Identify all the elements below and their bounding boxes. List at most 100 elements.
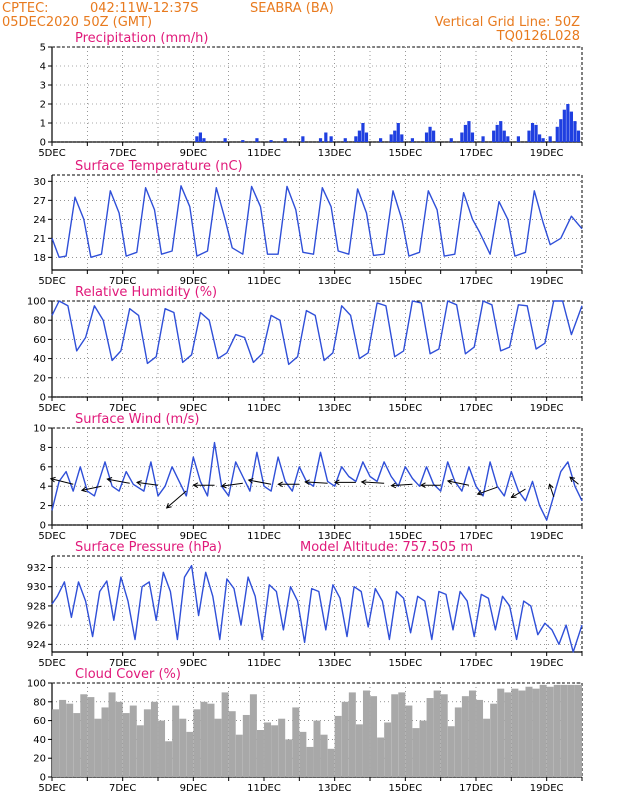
cloud-bar bbox=[52, 709, 60, 777]
cloud-ytick-label: 20 bbox=[33, 754, 46, 765]
precip-ytick-label: 1 bbox=[40, 119, 46, 130]
cloud-bar bbox=[447, 726, 455, 777]
cloud-bar bbox=[136, 725, 144, 777]
cloud-bar bbox=[560, 684, 568, 777]
precip-bar bbox=[502, 130, 506, 142]
cloud-bar bbox=[249, 694, 257, 777]
wind-ytick-label: 0 bbox=[40, 521, 46, 532]
wind-vector-head bbox=[548, 483, 554, 490]
precip-bar bbox=[555, 126, 559, 142]
wind-vector-head bbox=[135, 480, 142, 486]
wind-xtick-label: 15DEC bbox=[388, 531, 422, 542]
wind-vector bbox=[248, 479, 272, 485]
wind-xtick-label: 17DEC bbox=[459, 531, 493, 542]
cloud-bar bbox=[264, 722, 272, 777]
cloud-bar bbox=[355, 724, 363, 777]
wind-ytick-label: 8 bbox=[40, 443, 46, 454]
precip-bar bbox=[569, 111, 573, 142]
precip-bar bbox=[506, 136, 510, 142]
pres-xtick-label: 11DEC bbox=[247, 658, 281, 669]
precip-title: Precipitation (mm/h) bbox=[75, 31, 208, 46]
precip-bar bbox=[410, 138, 414, 142]
cloud-xtick-label: 15DEC bbox=[388, 783, 422, 794]
cloud-bar bbox=[327, 748, 335, 777]
header-model: TQ0126L028 bbox=[496, 29, 580, 44]
precip-bar bbox=[343, 138, 347, 142]
precip-bar bbox=[389, 134, 393, 142]
temp-xtick-label: 17DEC bbox=[459, 276, 493, 287]
temp-xtick-label: 19DEC bbox=[530, 276, 564, 287]
header-station: SEABRA (BA) bbox=[250, 1, 334, 16]
temp-xtick-label: 9DEC bbox=[180, 276, 207, 287]
precip-ytick-label: 4 bbox=[40, 62, 46, 73]
cloud-bar bbox=[94, 718, 102, 777]
cloud-bar bbox=[179, 718, 187, 777]
precip-bar bbox=[527, 130, 531, 142]
cloud-bar bbox=[461, 696, 469, 777]
cloud-bar bbox=[518, 690, 526, 777]
cloud-ytick-label: 40 bbox=[33, 735, 46, 746]
cloud-bar bbox=[398, 692, 406, 777]
cloud-bar bbox=[320, 734, 328, 777]
rh-xtick-label: 15DEC bbox=[388, 403, 422, 414]
temp-xtick-label: 7DEC bbox=[109, 276, 136, 287]
cloud-ytick-label: 60 bbox=[33, 716, 46, 727]
cloud-bar bbox=[256, 730, 264, 777]
precip-bar bbox=[379, 138, 383, 142]
pres-ytick-label: 926 bbox=[27, 621, 46, 632]
cloud-bar bbox=[129, 705, 137, 777]
wind-vector-head bbox=[390, 482, 397, 489]
wind-panel: 0 2 4 6 8 10 5DEC 7DEC 9DEC 11DEC 13DEC 15DEC 17DEC 1… bbox=[33, 412, 583, 542]
rh-ytick-label: 20 bbox=[33, 373, 46, 384]
pres-ytick-label: 930 bbox=[27, 582, 46, 593]
rh-xtick-label: 9DEC bbox=[180, 403, 207, 414]
precip-ytick-label: 0 bbox=[40, 138, 46, 149]
precip-bar bbox=[481, 136, 485, 142]
cloud-bar bbox=[546, 686, 554, 777]
precip-bar bbox=[318, 138, 323, 142]
pres-xtick-label: 19DEC bbox=[530, 658, 564, 669]
precip-bar bbox=[541, 138, 545, 142]
precip-bar bbox=[198, 132, 202, 142]
cloud-bar bbox=[143, 709, 151, 777]
cloud-bar bbox=[165, 741, 173, 777]
wind-vector bbox=[569, 476, 579, 485]
cloud-xtick-label: 13DEC bbox=[318, 783, 352, 794]
precip-bar bbox=[534, 124, 538, 142]
pres-ytick-label: 928 bbox=[27, 601, 46, 612]
wind-vector-head bbox=[49, 476, 56, 483]
cloud-ytick-label: 0 bbox=[40, 773, 46, 784]
pres-series-line bbox=[51, 564, 583, 653]
cloud-panel: 0 20 40 60 80 100 5DEC 7DEC 9DEC 11DEC 13DEC 15DEC 1… bbox=[27, 667, 583, 794]
rh-xtick-label: 13DEC bbox=[318, 403, 352, 414]
cloud-bar bbox=[419, 720, 427, 777]
cloud-xtick-label: 7DEC bbox=[109, 783, 136, 794]
rh-ytick-label: 60 bbox=[33, 335, 46, 346]
rh-ytick-label: 40 bbox=[33, 354, 46, 365]
cloud-bar bbox=[221, 692, 229, 777]
precip-bar bbox=[269, 140, 273, 142]
cloud-bar bbox=[59, 699, 67, 777]
wind-title: Surface Wind (m/s) bbox=[75, 412, 199, 427]
wind-vector bbox=[391, 483, 413, 487]
wind-vector-head bbox=[510, 492, 517, 499]
precip-bar bbox=[467, 121, 471, 142]
cloud-bar bbox=[483, 718, 491, 777]
header-run: 05DEC2020 50Z (GMT) bbox=[2, 15, 152, 30]
precip-bar bbox=[393, 130, 397, 142]
precip-bar bbox=[357, 130, 361, 142]
cloud-bar bbox=[108, 692, 116, 777]
wind-vector bbox=[107, 478, 130, 484]
cloud-bar bbox=[574, 684, 582, 777]
cloud-bar bbox=[405, 705, 413, 777]
precip-bar bbox=[301, 136, 305, 142]
panels: 0 1 2 3 4 5 5DEC 7DEC 9DEC 11DEC 13DEC 15DEC 17DEC 19… bbox=[27, 31, 583, 794]
temp-xtick-label: 11DEC bbox=[247, 276, 281, 287]
cloud-bar bbox=[370, 696, 378, 777]
precip-xtick-label: 19DEC bbox=[530, 148, 564, 159]
cloud-bar bbox=[497, 688, 505, 777]
cloud-bar bbox=[384, 722, 392, 777]
wind-ytick-label: 4 bbox=[40, 482, 46, 493]
rh-xtick-label: 17DEC bbox=[459, 403, 493, 414]
